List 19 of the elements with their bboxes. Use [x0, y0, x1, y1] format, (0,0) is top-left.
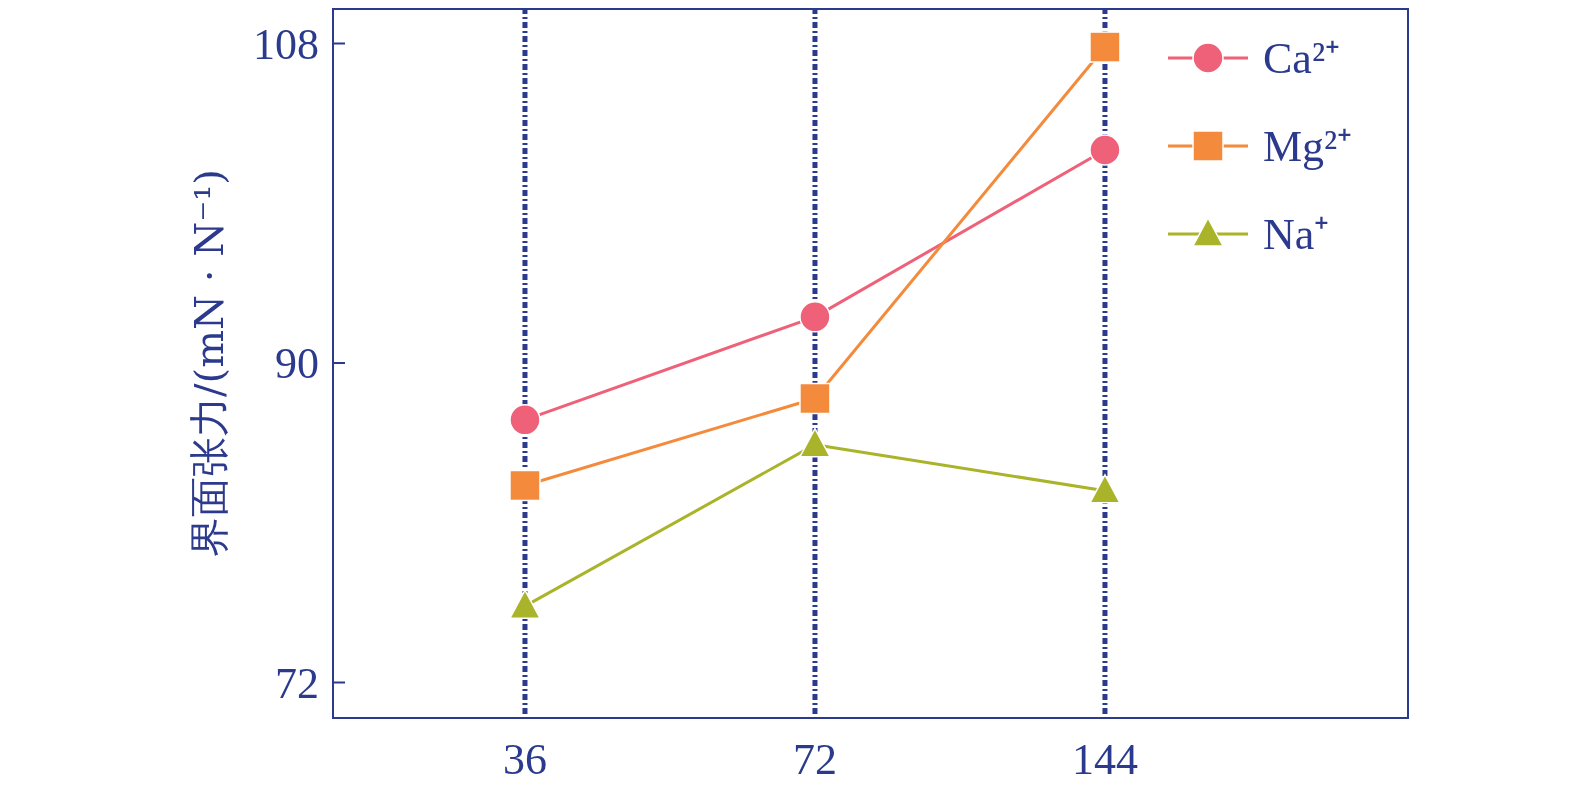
point	[1089, 134, 1121, 166]
point	[509, 469, 541, 502]
x-tick-label: 72	[792, 735, 837, 784]
point	[1089, 31, 1121, 63]
x-tick-label: 36	[502, 735, 547, 784]
y-tick-label: 108	[253, 19, 319, 69]
point	[1089, 474, 1121, 504]
x-tick-label: 144	[1071, 735, 1138, 784]
point	[799, 382, 831, 415]
legend-label: Ca²⁺	[1263, 34, 1341, 84]
legend-label: Mg²⁺	[1263, 122, 1353, 172]
legend-label: Na⁺	[1263, 210, 1330, 260]
y-tick-label: 90	[275, 339, 319, 389]
point	[799, 427, 831, 458]
y-axis-title: 界面张力/(mN · N⁻¹)	[186, 169, 232, 557]
y-tick-label: 72	[275, 658, 319, 708]
point	[509, 589, 541, 619]
point	[509, 404, 541, 436]
point	[799, 301, 831, 333]
